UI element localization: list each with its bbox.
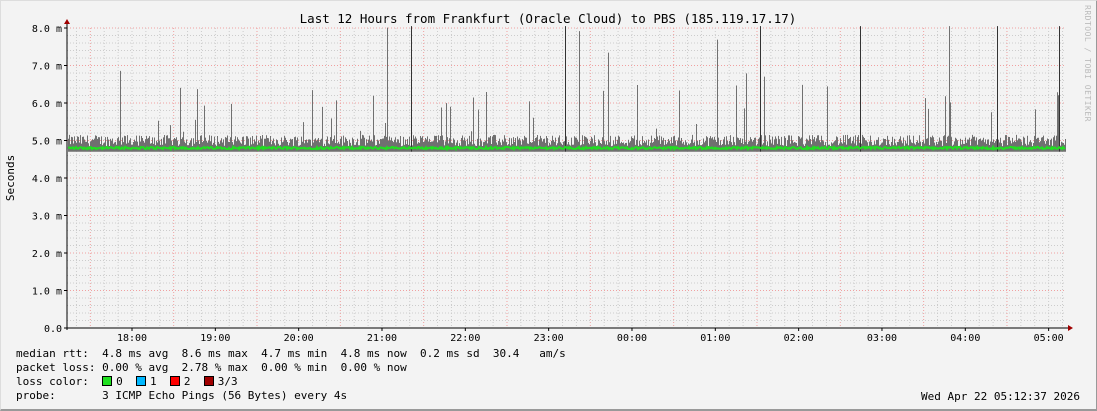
x-tick-label: 04:00 bbox=[950, 333, 980, 344]
legend-loss-color: loss color: 0 1 2 3/3 bbox=[16, 375, 251, 388]
rtt-max: 8.6 ms max bbox=[181, 347, 248, 360]
x-tick-label: 03:00 bbox=[867, 333, 897, 344]
loss-color-label-0: 0 bbox=[116, 375, 136, 388]
x-tick-label: 01:00 bbox=[700, 333, 730, 344]
grid bbox=[67, 27, 1066, 328]
x-tick-label: 20:00 bbox=[284, 333, 314, 344]
legend-probe: probe: 3 ICMP Echo Pings (56 Bytes) ever… bbox=[16, 389, 347, 402]
x-tick-label: 23:00 bbox=[534, 333, 564, 344]
x-tick-label: 21:00 bbox=[367, 333, 397, 344]
loss-color-swatch bbox=[102, 376, 113, 386]
loss-color-swatch bbox=[135, 376, 146, 386]
x-tick-label: 02:00 bbox=[784, 333, 814, 344]
rtt-label: median rtt: bbox=[16, 347, 89, 360]
y-axis-arrow bbox=[64, 19, 70, 24]
timestamp: Wed Apr 22 05:12:37 2026 bbox=[921, 390, 1080, 403]
probe-value: 3 ICMP Echo Pings (56 Bytes) every 4s bbox=[102, 389, 348, 402]
y-tick-label: 7.0 m bbox=[32, 62, 62, 73]
loss-color-label-2: 2 bbox=[183, 375, 204, 388]
loss-min: 0.00 % min bbox=[261, 361, 328, 374]
rtt-ams: 30.4 bbox=[492, 347, 520, 360]
loss-color-swatch bbox=[169, 376, 180, 386]
loss-color-swatch bbox=[203, 376, 214, 386]
loss-color-label-3: 3/3 bbox=[217, 375, 251, 388]
rtt-avg: 4.8 ms avg bbox=[102, 347, 169, 360]
rtt-sd: 0.2 ms sd bbox=[420, 347, 480, 360]
loss-now: 0.00 % now bbox=[340, 361, 407, 374]
loss-label: packet loss: bbox=[16, 361, 96, 374]
x-tick-label: 00:00 bbox=[617, 333, 647, 344]
x-tick-label: 18:00 bbox=[117, 333, 147, 344]
rtt-now: 4.8 ms now bbox=[340, 347, 407, 360]
loss-color-label-1: 1 bbox=[149, 375, 170, 388]
y-tick-label: 4.0 m bbox=[32, 174, 62, 185]
x-tick-label: 05:00 bbox=[1034, 333, 1064, 344]
axes: 0.0 1.0 m 2.0 m 3.0 m 4.0 m 5.0 m 6.0 m 7.0 m 8.… bbox=[32, 19, 1073, 344]
y-tick-label: 3.0 m bbox=[32, 212, 62, 223]
rtt-min: 4.7 ms min bbox=[261, 347, 328, 360]
chart-title: Last 12 Hours from Frankfurt (Oracle Clo… bbox=[300, 11, 797, 26]
y-tick-label: 8.0 m bbox=[32, 24, 62, 35]
rrdtool-watermark: RRDTOOL / TOBI OETIKER bbox=[1083, 5, 1092, 122]
loss-avg: 0.00 % avg bbox=[102, 361, 169, 374]
legend-rtt: median rtt: 4.8 ms avg 8.6 ms max 4.7 ms… bbox=[16, 347, 566, 360]
y-tick-label: 1.0 m bbox=[32, 287, 62, 298]
y-axis-label: Seconds bbox=[4, 155, 17, 201]
rtt-ams-unit: am/s bbox=[539, 347, 566, 360]
legend-loss: packet loss: 0.00 % avg 2.78 % max 0.00 … bbox=[16, 361, 407, 374]
loss-color-label: loss color: bbox=[16, 375, 89, 388]
x-tick-label: 19:00 bbox=[200, 333, 230, 344]
data-series bbox=[67, 26, 1066, 152]
y-tick-label: 2.0 m bbox=[32, 249, 62, 260]
probe-label: probe: bbox=[16, 389, 56, 402]
x-tick-label: 22:00 bbox=[450, 333, 480, 344]
y-tick-label: 5.0 m bbox=[32, 137, 62, 148]
median-rtt-line bbox=[67, 144, 1066, 152]
x-axis-arrow bbox=[1068, 325, 1073, 331]
loss-max: 2.78 % max bbox=[181, 361, 248, 374]
y-tick-label: 0.0 bbox=[44, 324, 62, 335]
y-tick-label: 6.0 m bbox=[32, 99, 62, 110]
